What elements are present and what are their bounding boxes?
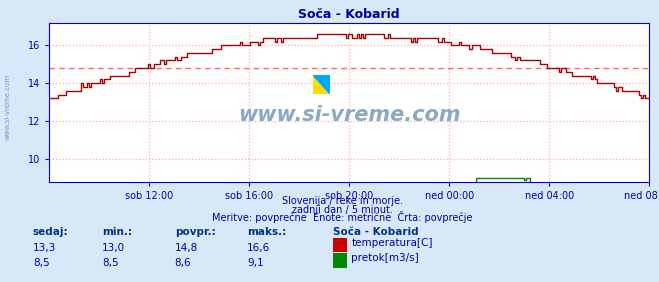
Text: www.si-vreme.com: www.si-vreme.com bbox=[5, 74, 11, 140]
Text: 8,5: 8,5 bbox=[102, 259, 119, 268]
Text: 16,6: 16,6 bbox=[247, 243, 270, 253]
Text: Slovenija / reke in morje.: Slovenija / reke in morje. bbox=[282, 197, 403, 206]
Title: Soča - Kobarid: Soča - Kobarid bbox=[299, 8, 400, 21]
Text: 13,0: 13,0 bbox=[102, 243, 125, 253]
Text: Soča - Kobarid: Soča - Kobarid bbox=[333, 228, 418, 237]
Text: 13,3: 13,3 bbox=[33, 243, 56, 253]
Text: sedaj:: sedaj: bbox=[33, 228, 69, 237]
Text: min.:: min.: bbox=[102, 228, 132, 237]
Text: 9,1: 9,1 bbox=[247, 259, 264, 268]
Text: Meritve: povprečne  Enote: metrične  Črta: povprečje: Meritve: povprečne Enote: metrične Črta:… bbox=[212, 212, 473, 223]
Text: maks.:: maks.: bbox=[247, 228, 287, 237]
Text: pretok[m3/s]: pretok[m3/s] bbox=[351, 254, 419, 263]
Text: 8,5: 8,5 bbox=[33, 259, 49, 268]
Text: 14,8: 14,8 bbox=[175, 243, 198, 253]
Polygon shape bbox=[313, 74, 330, 94]
Text: povpr.:: povpr.: bbox=[175, 228, 215, 237]
Text: www.si-vreme.com: www.si-vreme.com bbox=[238, 105, 461, 125]
Text: 8,6: 8,6 bbox=[175, 259, 191, 268]
Polygon shape bbox=[313, 74, 330, 94]
Text: temperatura[C]: temperatura[C] bbox=[351, 238, 433, 248]
Text: zadnji dan / 5 minut.: zadnji dan / 5 minut. bbox=[292, 205, 393, 215]
